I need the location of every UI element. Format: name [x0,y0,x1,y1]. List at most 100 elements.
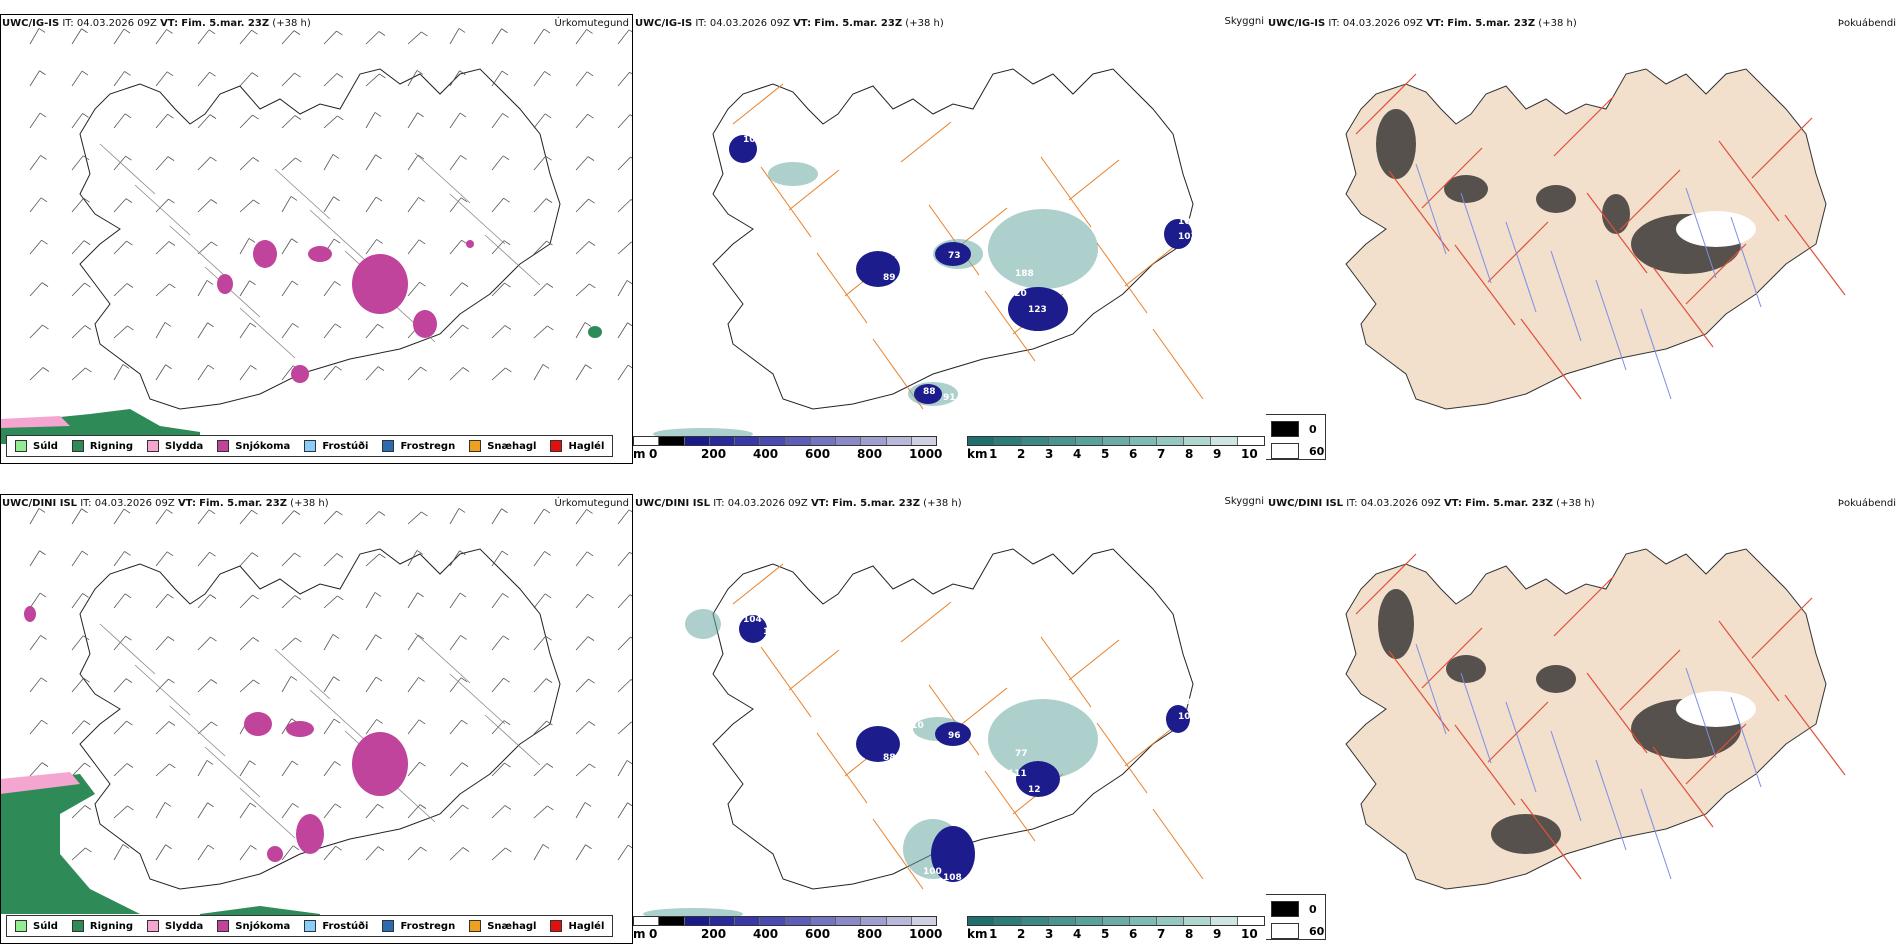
wind-barb-flag [84,762,91,768]
wind-barb-flag [458,28,466,33]
wind-barb [155,241,170,255]
wind-barb [365,31,380,45]
glacier-white [1676,691,1756,727]
panel-title: UWC/DINI ISL IT: 04.03.2026 09Z VT: Fim.… [635,498,962,509]
cloud-bar-swatch [684,917,710,925]
wind-barb-flag [83,677,90,683]
wind-barb-flag [167,156,175,161]
wind-barb-flag [41,762,49,767]
vis-bar-swatch [1076,917,1103,925]
wind-barb-flag [211,241,218,247]
road [732,563,784,605]
wind-barb [113,283,128,297]
wind-barb [617,760,628,777]
cloud-base-value: 100 [868,303,887,313]
wind-barb-flag [501,508,508,514]
wind-barb-flag [251,509,258,515]
low-cloud-area [856,251,900,287]
cloud-base-colorbar: m 0 200 400 600 800 1000 [633,436,942,461]
wind-barb [29,112,41,129]
cloud-bar-tick: 200 [701,927,727,941]
wind-barb-flag [461,719,468,725]
wind-barb-flag [586,29,593,34]
wind-barb-flag [544,113,552,119]
low-cloud-area [739,615,767,643]
wind-barb-flag [40,677,48,683]
legend-item: Slydda [147,920,203,932]
wind-barb-flag [587,593,594,599]
wind-barb-flag [292,323,299,328]
vis-bar-tick: 5 [1101,927,1110,941]
wind-barb [449,239,462,255]
wind-barb [155,802,166,819]
road [1619,649,1681,711]
wind-barb [617,71,630,87]
wind-barb-flag [127,325,134,331]
wind-barb-flag [82,155,90,161]
cloud-bar-swatch [735,437,761,445]
wind-barb [491,762,505,777]
wind-barb-flag [588,678,595,684]
wind-barb [197,199,212,213]
visibility-colorbar: km 1 2 3 4 5 6 7 8 9 10 [967,436,1265,461]
wind-barb-flag [418,239,426,245]
wind-barb [365,154,376,171]
rain-area [0,774,140,914]
wind-barb [29,28,40,45]
wind-barb-flag [41,282,49,287]
wind-barb-flag [334,761,341,766]
wind-barb [29,155,41,171]
wind-barb [449,197,462,213]
legend-swatch [71,440,84,452]
cloud-bar-swatch [886,437,912,445]
road [134,184,191,236]
wind-barb-flag [544,551,551,556]
cloud-base-value: 100 [1178,217,1197,227]
wind-barb [575,113,588,129]
wind-barb [449,155,461,171]
vis-bar-tick: 8 [1185,927,1194,941]
vis-bar-tick: 10 [1241,927,1258,941]
cloud-base-value: 88 [883,753,896,763]
legend-swatch [15,920,27,932]
wind-barb [575,156,589,171]
cloud-bar-tick: 600 [805,927,831,941]
wind-barb [197,280,208,297]
wind-barb [449,550,460,567]
cloud-bar-tick: 1000 [909,447,943,461]
panel-title: UWC/IG-IS IT: 04.03.2026 09Z VT: Fim. 5.… [635,18,944,29]
wind-barb-flag [209,594,217,599]
wind-barb-flag [546,283,554,288]
snow-area [24,606,36,622]
legend-label: Rigning [89,440,134,452]
precip-panel-igis: UWC/IG-IS IT: 04.03.2026 09Z VT: Fim. 5.… [0,14,633,464]
cloud-base-value: 73 [906,275,919,285]
road [1520,798,1582,880]
wind-barb [617,636,631,651]
wind-barb-flag [207,364,215,370]
fog-legend-label: 0 [1309,902,1317,916]
wind-barb [323,365,336,381]
wind-barb-flag [123,28,131,34]
cloud-base-value: 520 [1008,289,1027,299]
wind-barb-flag [542,844,550,849]
legend-swatch [469,440,482,452]
snow-area [296,814,324,854]
wind-barb-flag [40,635,47,640]
road [732,83,784,125]
vis-bar-tick: 3 [1045,447,1054,461]
vis-bar-tick: 4 [1073,927,1082,941]
wind-barb [323,154,334,171]
road [900,601,952,643]
wind-barb [155,156,169,171]
snow-area [244,712,272,736]
wind-barb [533,593,546,609]
legend-label: Súld [33,920,58,932]
iceland-outline [79,68,561,410]
wind-barb-flag [208,29,216,35]
wind-barb [365,73,380,87]
road [1454,244,1516,326]
river [1595,279,1627,371]
river [1730,696,1762,788]
fog-blob [1376,109,1416,179]
